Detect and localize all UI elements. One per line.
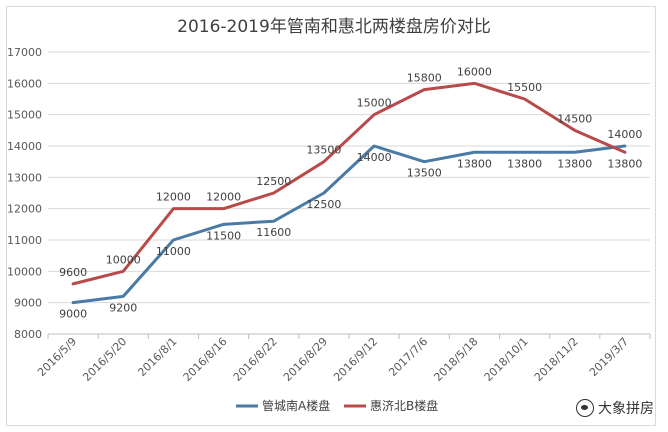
data-label: 13800 [507,157,542,170]
x-tick-label: 2018/10/1 [482,335,531,384]
y-tick-label: 14000 [7,140,42,153]
watermark-text: 大象拼房 [598,401,654,417]
data-label: 9000 [59,308,87,321]
data-label: 14000 [607,128,642,141]
data-label: 13800 [557,157,592,170]
y-tick-label: 10000 [7,265,42,278]
x-tick-label: 2016/8/1 [135,335,179,379]
y-tick-label: 13000 [7,171,42,184]
y-tick-label: 16000 [7,77,42,90]
legend-label: 惠济北B楼盘 [370,398,438,413]
data-label: 15000 [357,97,392,110]
data-label: 16000 [457,65,492,78]
data-label: 13500 [306,144,341,157]
data-label: 13800 [607,157,642,170]
x-tick-label: 2016/9/12 [331,335,380,384]
series-line [71,144,627,305]
x-tick-label: 2016/8/22 [231,335,280,384]
data-label: 15500 [507,81,542,94]
y-tick-label: 9000 [14,297,42,310]
chart-frame [6,6,656,426]
y-tick-label: 11000 [7,234,42,247]
x-tick-label: 2016/8/29 [281,335,330,384]
data-label: 15800 [407,72,442,85]
data-label: 12000 [156,191,191,204]
y-tick-label: 17000 [7,46,42,59]
x-tick-label: 2019/3/7 [587,335,631,379]
watermark: 大象拼房 [576,398,654,418]
chart-title: 2016-2019年管南和惠北两楼盘房价对比 [177,17,491,37]
data-label: 9200 [109,301,137,314]
data-label: 11500 [206,229,241,242]
x-tick-label: 2016/5/20 [80,335,129,384]
legend-label: 管城南A楼盘 [262,398,330,413]
series-line [71,81,627,286]
data-label: 14000 [357,151,392,164]
x-tick-label: 2017/7/6 [386,335,430,379]
data-label: 13500 [407,167,442,180]
data-label: 14500 [557,112,592,125]
data-label: 12500 [306,198,341,211]
data-label: 10000 [106,253,141,266]
data-label: 9600 [59,266,87,279]
x-tick-label: 2016/8/16 [181,335,230,384]
wechat-icon [576,399,594,417]
data-label: 13800 [457,157,492,170]
data-label: 12500 [256,175,291,188]
y-tick-label: 12000 [7,203,42,216]
x-tick-label: 2018/11/2 [532,335,581,384]
data-label: 11000 [156,245,191,258]
data-label: 12000 [206,191,241,204]
x-tick-label: 2016/5/9 [35,335,79,379]
data-label: 11600 [256,226,291,239]
x-tick-label: 2018/5/18 [431,335,480,384]
y-tick-label: 15000 [7,109,42,122]
y-tick-label: 8000 [14,328,42,341]
